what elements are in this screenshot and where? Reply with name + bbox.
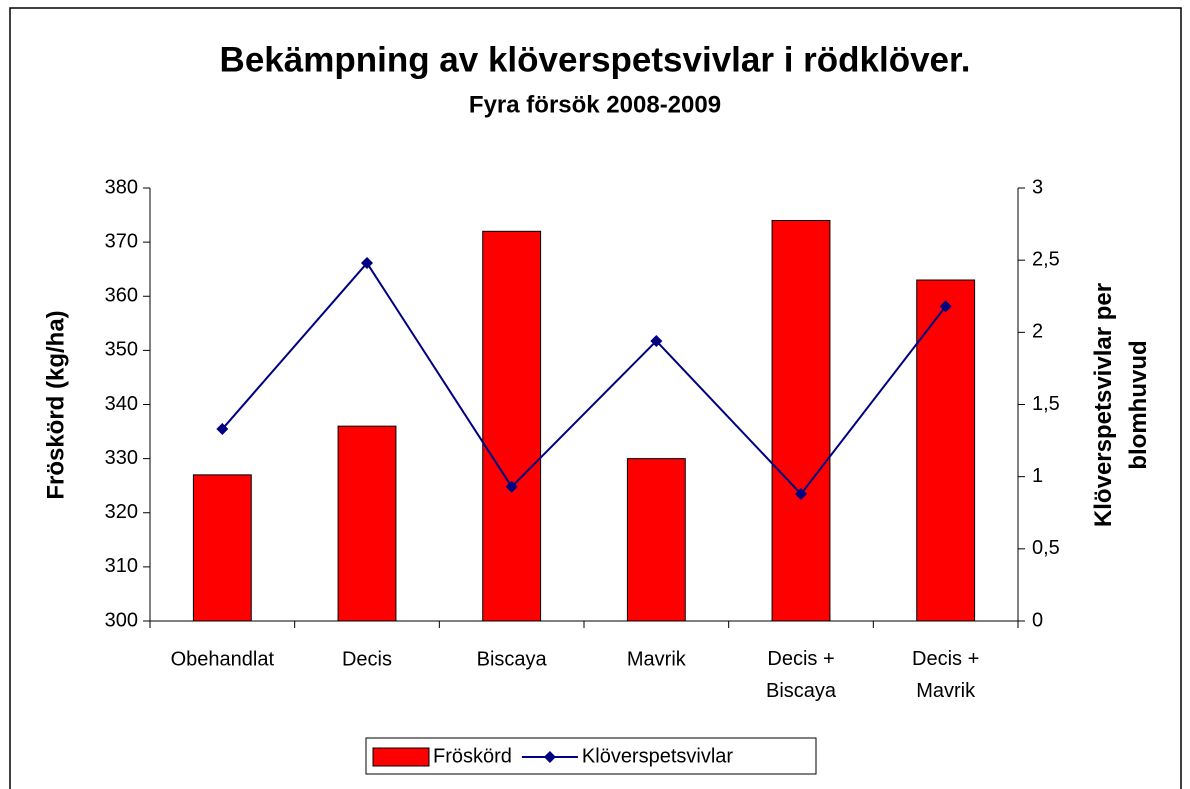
line-marker: [650, 334, 663, 347]
bar: [626, 458, 686, 622]
y2-tick-label: 0: [1032, 609, 1043, 631]
legend-marker: [543, 751, 556, 763]
chart-title: Bekämpning av klöverspetsvivlar i rödklö…: [220, 40, 971, 79]
legend-label: Klöverspetsvivlar: [582, 745, 734, 767]
line-marker: [361, 257, 373, 270]
x-tick-label: Decis: [342, 648, 392, 670]
y-tick-label: 360: [105, 285, 138, 307]
y2-tick-label: 1,5: [1032, 393, 1060, 415]
bar: [482, 230, 542, 622]
legend-box: [365, 737, 817, 775]
y2-tick-label: 2,5: [1032, 248, 1060, 270]
y-tick-label: 370: [105, 230, 138, 252]
legend-swatch: [372, 747, 430, 767]
chart-frame: [9, 7, 1182, 789]
x-tick-label: Mavrik: [627, 648, 687, 670]
line-marker: [939, 300, 952, 313]
y-tick-label: 300: [105, 609, 138, 631]
y2-tick-label: 3: [1032, 176, 1043, 198]
bar: [771, 219, 831, 622]
y2-tick-label: 1: [1032, 465, 1043, 487]
line-marker: [216, 423, 229, 436]
y2-tick-label: 0,5: [1032, 537, 1060, 559]
y-tick-label: 340: [105, 393, 138, 415]
y-tick-label: 350: [105, 339, 138, 361]
bar: [192, 474, 252, 622]
bar: [337, 425, 397, 622]
chart-subtitle: Fyra försök 2008-2009: [469, 91, 721, 118]
bar: [916, 279, 976, 622]
legend: Fröskörd Klöverspetsvivlar: [365, 737, 817, 775]
y2-axis-label: Klöverspetsvivlar per blomhuvud: [1090, 283, 1152, 527]
y-tick-label: 330: [105, 447, 138, 469]
line-marker: [505, 480, 518, 493]
legend-label: Fröskörd: [433, 745, 512, 767]
y-axis-label: Fröskörd (kg/ha): [42, 310, 69, 499]
y-tick-label: 380: [105, 176, 138, 198]
x-tick-label: Decis + Biscaya: [766, 648, 837, 702]
x-tick-label: Obehandlat: [171, 648, 275, 670]
line: [221, 261, 947, 496]
y-tick-label: 310: [105, 555, 138, 577]
y2-tick-label: 2: [1032, 321, 1043, 343]
line-marker: [795, 487, 807, 500]
y-tick-label: 320: [105, 501, 138, 523]
x-tick-label: Biscaya: [477, 648, 548, 670]
x-tick-label: Decis + Mavrik: [912, 648, 979, 702]
